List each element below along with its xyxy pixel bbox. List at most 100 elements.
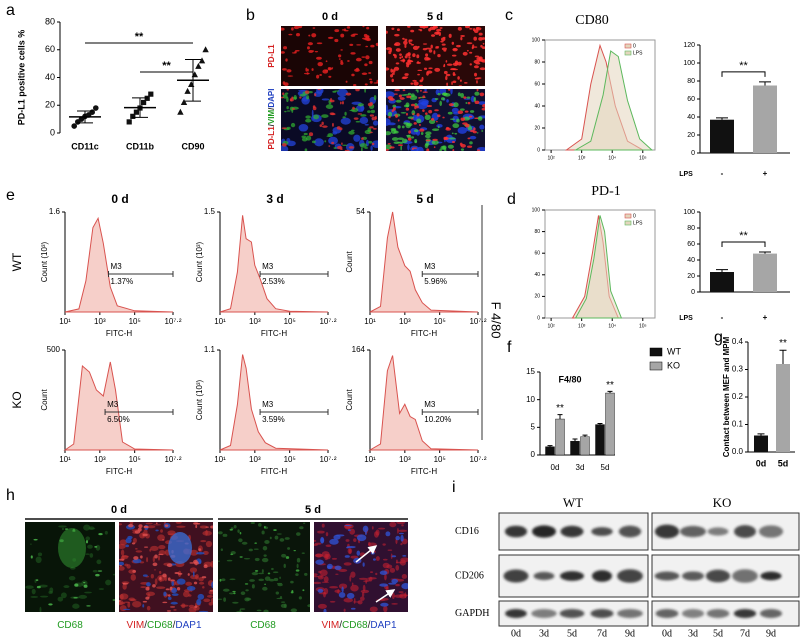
cell xyxy=(473,46,478,48)
panel-letter: f xyxy=(507,339,512,356)
cell xyxy=(313,114,319,120)
cell xyxy=(365,581,368,584)
cell xyxy=(418,97,421,99)
cell xyxy=(171,587,178,594)
cell xyxy=(263,525,266,529)
cell xyxy=(122,582,128,585)
cell xyxy=(202,585,205,589)
cell xyxy=(465,123,470,128)
cell xyxy=(387,549,393,551)
cell xyxy=(36,585,41,589)
cell xyxy=(437,93,441,96)
cell xyxy=(119,593,129,600)
x-tick-label: - xyxy=(721,313,724,322)
cell xyxy=(426,148,430,151)
label-part: VIM xyxy=(267,110,276,125)
cell xyxy=(463,96,467,99)
cell xyxy=(150,545,159,551)
cell xyxy=(451,107,459,113)
cell xyxy=(323,608,327,612)
cell xyxy=(424,114,431,121)
row-label: WT xyxy=(10,252,24,271)
cell xyxy=(282,143,287,147)
cell xyxy=(391,137,399,141)
cell xyxy=(457,61,462,66)
cell xyxy=(263,554,267,557)
cell xyxy=(329,600,336,603)
y-tick-label: 1.5 xyxy=(204,207,216,216)
cell xyxy=(452,123,460,129)
cell xyxy=(175,522,182,524)
cell xyxy=(430,34,436,37)
data-point xyxy=(148,91,154,97)
cell xyxy=(138,524,143,528)
cell xyxy=(393,93,398,95)
cell xyxy=(314,138,324,147)
cell xyxy=(238,538,243,543)
cell xyxy=(469,51,473,54)
cell xyxy=(152,584,156,588)
cell xyxy=(388,116,391,119)
x-tick-label: 10³ xyxy=(399,317,411,326)
cell xyxy=(331,557,338,560)
cell xyxy=(355,89,360,92)
cell xyxy=(303,132,308,136)
cell xyxy=(380,602,389,607)
y-tick-label: 0.2 xyxy=(732,392,744,401)
cell xyxy=(408,56,411,59)
blot-band xyxy=(560,525,584,538)
cell xyxy=(396,522,406,525)
x-tick-label: 10¹ xyxy=(364,317,376,326)
y-axis-label: Count xyxy=(40,389,49,411)
data-point xyxy=(133,109,139,115)
cell xyxy=(83,524,91,531)
cell xyxy=(150,573,154,579)
cell xyxy=(364,83,368,86)
y-tick-label: 80 xyxy=(534,59,540,65)
error-bar xyxy=(716,117,728,120)
cell xyxy=(446,63,453,66)
cell xyxy=(356,550,361,556)
cell xyxy=(321,98,330,101)
cell xyxy=(287,547,291,550)
cell xyxy=(295,573,299,576)
gate xyxy=(108,271,174,277)
cell xyxy=(341,101,344,105)
x-axis-label: LPS xyxy=(679,171,693,178)
cell xyxy=(253,548,259,550)
cell xyxy=(131,542,136,545)
lane-label: 5d xyxy=(567,628,577,639)
cell xyxy=(451,81,453,85)
blot-band xyxy=(617,569,643,583)
cell xyxy=(307,604,310,608)
cell xyxy=(422,48,427,51)
y-tick-label: 60 xyxy=(534,251,540,257)
cell xyxy=(333,147,337,149)
legend-swatch xyxy=(649,347,663,357)
cell xyxy=(382,558,388,561)
cell xyxy=(469,27,473,30)
cell xyxy=(375,42,378,47)
label-part: PD-L1 xyxy=(267,126,276,150)
cell xyxy=(371,140,378,148)
cell xyxy=(473,96,477,103)
y-tick-label: 100 xyxy=(532,37,541,43)
cell xyxy=(237,529,240,533)
cell xyxy=(474,91,480,96)
cell xyxy=(199,525,208,529)
cell xyxy=(211,581,213,589)
y-tick-label: 80 xyxy=(45,16,55,26)
cell xyxy=(311,109,314,118)
cell xyxy=(98,588,105,590)
cell xyxy=(376,79,378,84)
cell xyxy=(420,89,422,92)
cell xyxy=(92,569,98,573)
cell xyxy=(420,131,424,135)
y-tick-label: 40 xyxy=(534,272,540,278)
cell xyxy=(439,100,443,106)
blot-band xyxy=(654,524,680,539)
cell xyxy=(413,129,419,133)
data-point xyxy=(130,113,136,119)
blot-band xyxy=(734,525,756,538)
cell xyxy=(408,130,412,134)
